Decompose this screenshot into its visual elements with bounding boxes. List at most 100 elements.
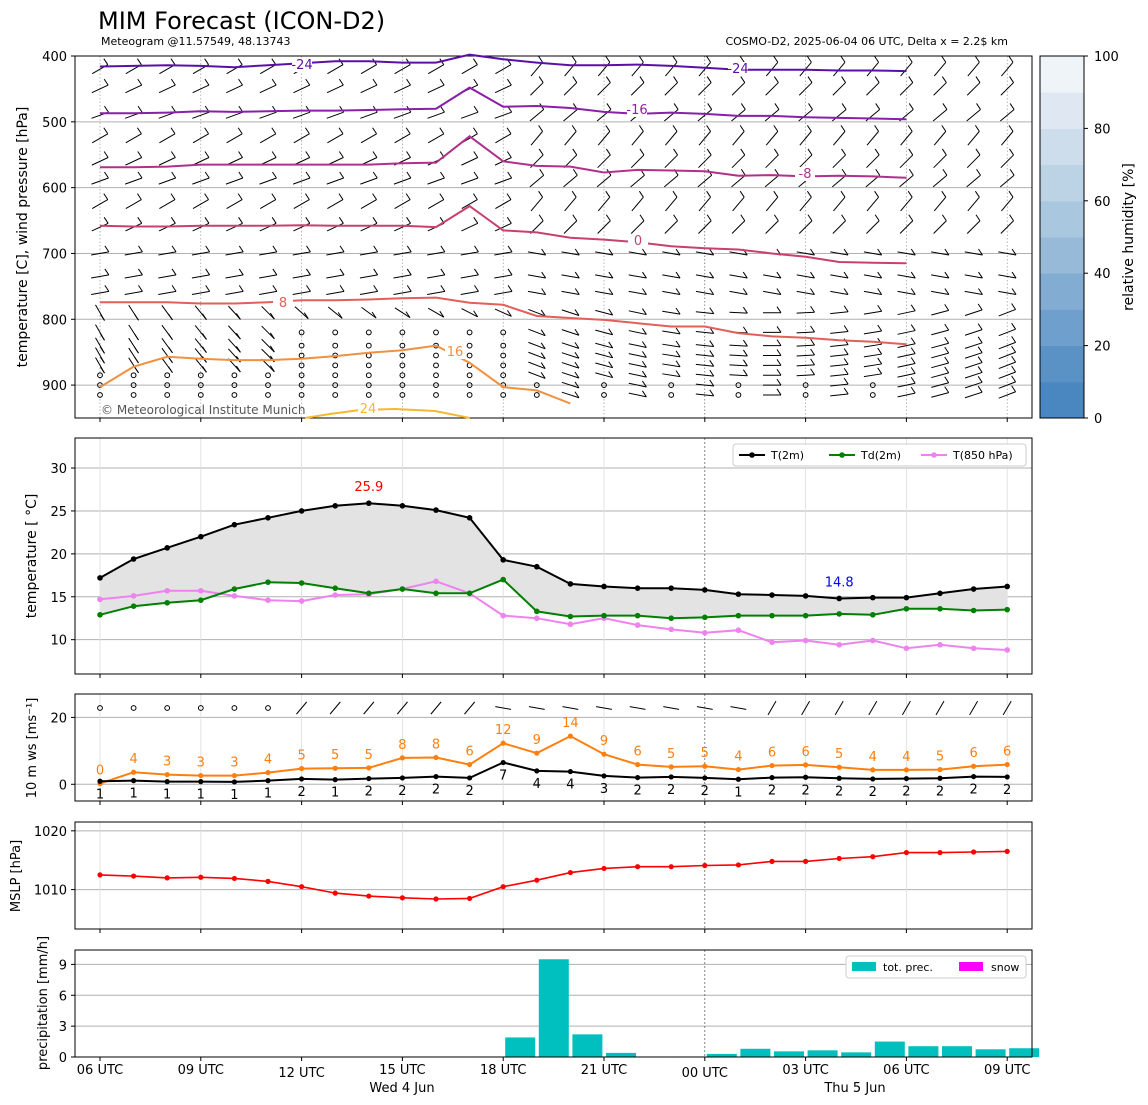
wind-barb-feather [672,55,678,63]
wind-barb [964,362,983,369]
wind-barb-feather [507,245,513,253]
surface-wind-barb [363,701,375,715]
wind-barb [527,274,546,279]
wind-barb-feather [574,381,580,389]
wind-barb [967,196,980,212]
upper-air-ytick-label: 600 [42,182,67,197]
wind-barb [729,354,748,357]
wind-barb-feather [810,248,815,256]
wind-barb-feather [843,368,849,375]
mean-wind-speed-point [500,759,506,766]
isotherm-label: -16 [626,103,647,118]
wind-barb-feather [944,336,950,344]
wind-barb [561,309,580,316]
wind-barb-feather [474,245,479,253]
mean-wind-speed-point [231,779,237,785]
calm-marker [97,372,103,379]
wind-barb [259,177,277,185]
wind-barb [494,84,512,94]
mslp-point [1004,848,1010,854]
wind-barb-feather [944,304,950,311]
wind-barb [866,131,879,146]
wind-barb-feather [373,268,379,276]
wind-barb [561,274,580,279]
isotherm-line [99,53,907,73]
mslp-point [971,849,977,855]
wind-frame [74,693,1033,802]
wind-barb-feather [742,271,748,279]
wind-barb-feather [571,55,577,63]
wind-barb-feather [810,348,816,356]
wind-barb-feather [202,333,207,340]
wind-barb-feather [236,332,241,340]
colorbar-bin [1040,200,1084,238]
wind-barb-feather [474,285,479,292]
surface-calm-marker [265,705,271,711]
wind-barb [159,133,176,144]
wind-barb-feather [473,217,479,224]
gust-speed-point [433,754,439,761]
mean-wind-speed-point [97,778,103,784]
wind-barb-feather [103,78,109,86]
wind-barb [327,133,344,144]
wind-barb-feather [673,103,679,110]
wind-barb [799,196,812,212]
wind-barb [798,220,813,234]
time-tick-label: 06 UTC [883,1063,929,1078]
wind-barb [863,343,882,348]
mslp-point [198,874,204,880]
wind-barb [226,222,243,232]
wind-barb [495,133,512,144]
td2m-point [332,585,339,591]
wind-barb-feather [1011,385,1017,393]
wind-barb [225,274,244,279]
wind-barb [528,341,546,350]
wind-barb-feather [338,151,344,158]
wind-barb [360,111,378,119]
wind-barb-feather [473,171,479,179]
wind-barb-feather [810,325,816,333]
temperature-ylabel: temperature [ °C] [24,494,40,619]
t2m-point [970,586,977,592]
wind-barb-feather [843,358,849,365]
wind-barb [662,251,681,256]
calm-marker [130,382,137,388]
surface-wind-barb [528,706,545,710]
gust-speed-point [635,761,641,768]
wind-barb [427,274,445,279]
wind-barb [832,154,846,169]
wind-barb [561,371,580,379]
wind-barb-feather [574,391,580,399]
wind-barb [158,290,177,296]
wind-barb [191,290,210,296]
surface-wind-barb [430,701,442,715]
gust-value-label: 4 [734,750,742,765]
calm-marker [533,382,540,388]
wind-barb [427,307,445,318]
wind-barb-feather [572,148,578,156]
wind-barb [158,157,176,166]
mslp-point [131,873,137,879]
calm-marker [433,352,439,359]
wind-barb [327,199,344,210]
wind-barb-feather [910,248,916,256]
t850-point [702,630,708,636]
wind-barb [561,352,580,359]
wind-barb [796,374,815,377]
calm-marker [399,329,406,336]
wind-barb [900,196,913,212]
wind-barb [261,305,275,320]
gust-value-label: 6 [633,745,641,760]
wind-barb [124,251,143,256]
wind-barb-feather [100,356,105,364]
wind-barb [796,354,815,357]
precip-bar [774,1051,804,1057]
wind-barb-feather [843,387,849,395]
upper-air-ytick-label: 400 [42,50,67,65]
gust-speed-point [231,772,237,779]
wind-barb-feather [976,103,981,110]
wind-barb [561,391,580,399]
mean-wind-speed-point [467,775,473,781]
wind-barb [226,84,243,94]
